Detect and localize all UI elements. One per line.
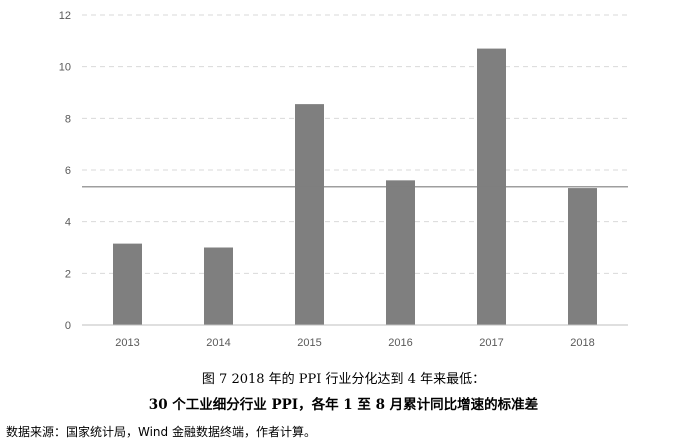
- y-tick-label: 10: [59, 62, 71, 74]
- x-axis-ticks: 2013 2014 2015 2016 2017 2018: [115, 337, 594, 349]
- x-tick-label: 2014: [206, 337, 230, 349]
- bar-2016: [386, 180, 415, 325]
- x-tick-label: 2018: [570, 337, 594, 349]
- gridlines: [82, 14, 628, 274]
- bar-2013: [113, 243, 142, 325]
- y-tick-label: 8: [65, 113, 71, 125]
- y-tick-label: 2: [65, 268, 71, 280]
- bar-2015: [295, 104, 324, 325]
- y-axis-ticks: 0 2 4 6 8 10 12: [59, 10, 71, 332]
- bar-2014: [204, 247, 233, 325]
- x-tick-label: 2017: [479, 337, 503, 349]
- x-tick-label: 2015: [297, 337, 321, 349]
- bars: [113, 48, 597, 325]
- x-tick-label: 2013: [115, 337, 139, 349]
- y-tick-label: 0: [65, 320, 71, 332]
- x-tick-label: 2016: [388, 337, 412, 349]
- y-tick-label: 12: [59, 10, 71, 22]
- figure-caption: 图 7 2018 年的 PPI 行业分化达到 4 年来最低：: [201, 372, 486, 387]
- y-tick-label: 4: [65, 217, 71, 229]
- bar-2018: [568, 188, 597, 325]
- bar-chart: 0 2 4 6 8 10 12 2013 2014 2015 2016 2017 2018: [59, 10, 628, 349]
- figure-subtitle: 30 个工业细分行业 PPI，各年 1 至 8 月累计同比增速的标准差: [148, 397, 539, 413]
- y-tick-label: 6: [65, 165, 71, 177]
- data-source-note: 数据来源：国家统计局，Wind 金融数据终端，作者计算。: [6, 425, 316, 439]
